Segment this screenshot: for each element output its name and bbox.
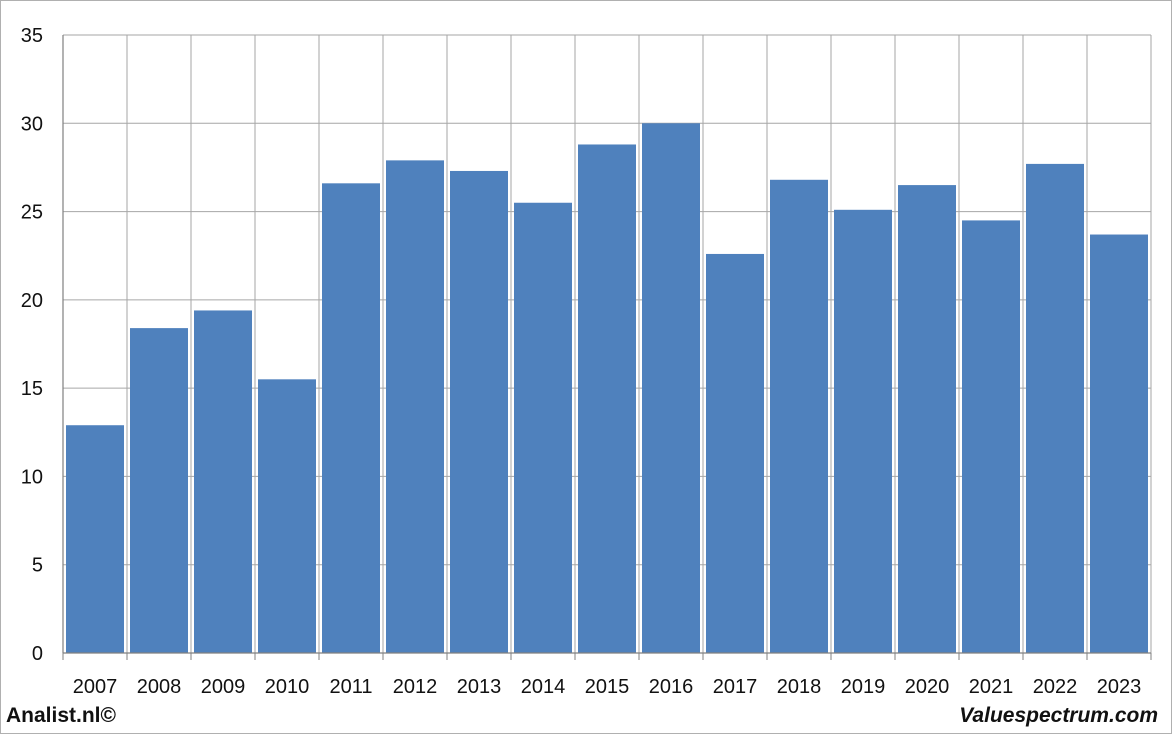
bar-2012: [386, 160, 444, 653]
x-tick-label: 2022: [1033, 676, 1078, 698]
bar-2016: [642, 123, 700, 654]
x-tick-label: 2021: [969, 676, 1014, 698]
y-tick-label: 0: [32, 643, 43, 665]
source-label-left: Analist.nl©: [6, 704, 116, 727]
y-tick-label: 20: [21, 290, 43, 312]
bar-2009: [194, 310, 252, 653]
bar-chart: 0 5 10 15 20 25 30 35 2007 2008 2009 2010 2011 2012 20…: [21, 25, 1152, 698]
bar-2011: [322, 183, 380, 653]
bar-2023: [1090, 234, 1148, 654]
bar-2008: [130, 328, 188, 653]
bar-2021: [962, 220, 1020, 653]
bar-2019: [834, 209, 892, 653]
bar-2015: [578, 144, 636, 653]
x-tick-label: 2010: [265, 676, 310, 698]
x-tick-label: 2023: [1097, 676, 1142, 698]
x-tick-label: 2016: [649, 676, 694, 698]
y-tick-label: 25: [21, 202, 43, 224]
bar-2022: [1026, 163, 1084, 653]
x-tick-label: 2007: [73, 676, 118, 698]
x-tick-label: 2020: [905, 676, 950, 698]
y-tick-label: 35: [21, 25, 43, 47]
bar-2007: [66, 425, 124, 653]
y-tick-label: 15: [21, 378, 43, 400]
x-tick-label: 2009: [201, 676, 246, 698]
bar-2018: [770, 179, 828, 653]
bar-2017: [706, 253, 764, 653]
x-tick-label: 2008: [137, 676, 182, 698]
bar-2020: [898, 185, 956, 654]
x-tick-label: 2019: [841, 676, 886, 698]
bar-2010: [258, 379, 316, 653]
source-label-right: Valuespectrum.com: [959, 704, 1158, 727]
x-tick-label: 2012: [393, 676, 438, 698]
bar-2013: [450, 170, 508, 653]
x-tick-label: 2017: [713, 676, 758, 698]
x-tick-label: 2014: [521, 676, 566, 698]
x-tick-label: 2018: [777, 676, 822, 698]
x-tick-label: 2013: [457, 676, 502, 698]
bar-2014: [514, 202, 572, 653]
x-tick-label: 2011: [329, 676, 372, 698]
y-tick-label: 5: [32, 555, 43, 577]
x-tick-label: 2015: [585, 676, 630, 698]
y-tick-label: 30: [21, 113, 43, 135]
y-tick-label: 10: [21, 466, 43, 488]
